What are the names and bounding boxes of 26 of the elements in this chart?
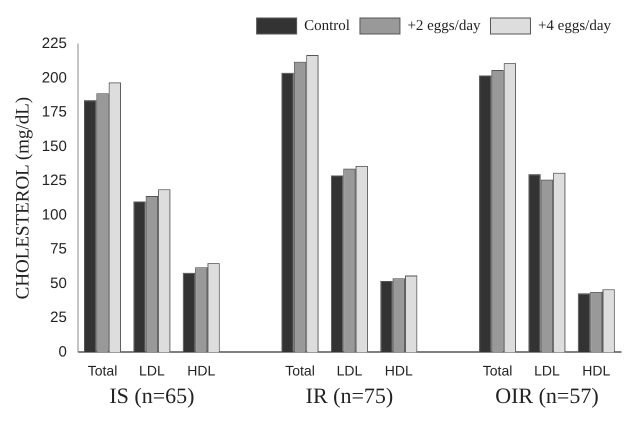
- y-tick-label: 150: [42, 138, 67, 155]
- x-tick-label: HDL: [582, 362, 611, 378]
- x-tick-label: HDL: [187, 362, 216, 378]
- legend-label: Control: [304, 18, 350, 34]
- x-tick-label: Total: [285, 362, 315, 378]
- x-tick-label: LDL: [139, 362, 165, 378]
- text: IR (n=75): [306, 382, 394, 408]
- y-tick-label: 175: [42, 104, 67, 121]
- y-tick-label: 25: [50, 309, 67, 326]
- y-tick-label: 50: [50, 274, 67, 292]
- y-tick-label: 225: [42, 35, 67, 52]
- y-tick-label: 75: [50, 240, 67, 258]
- y-axis-title: CHOLESTEROL (mg/dL): [12, 96, 34, 300]
- x-tick-label: Total: [482, 362, 512, 378]
- x-tick-label: LDL: [534, 362, 560, 378]
- x-tick-label: HDL: [384, 362, 414, 378]
- y-tick-label: 125: [42, 172, 67, 190]
- x-tick-label: LDL: [336, 362, 362, 378]
- text: OIR (n=57): [495, 382, 599, 408]
- text: IS (n=65): [109, 382, 194, 408]
- y-tick-label: 100: [42, 206, 67, 224]
- y-tick-label: 0: [58, 343, 67, 360]
- x-tick-label: Total: [88, 362, 118, 378]
- legend-label: +2 eggs/day: [407, 18, 481, 34]
- legend-label: +4 eggs/day: [538, 18, 612, 34]
- y-tick-label: 200: [42, 69, 67, 86]
